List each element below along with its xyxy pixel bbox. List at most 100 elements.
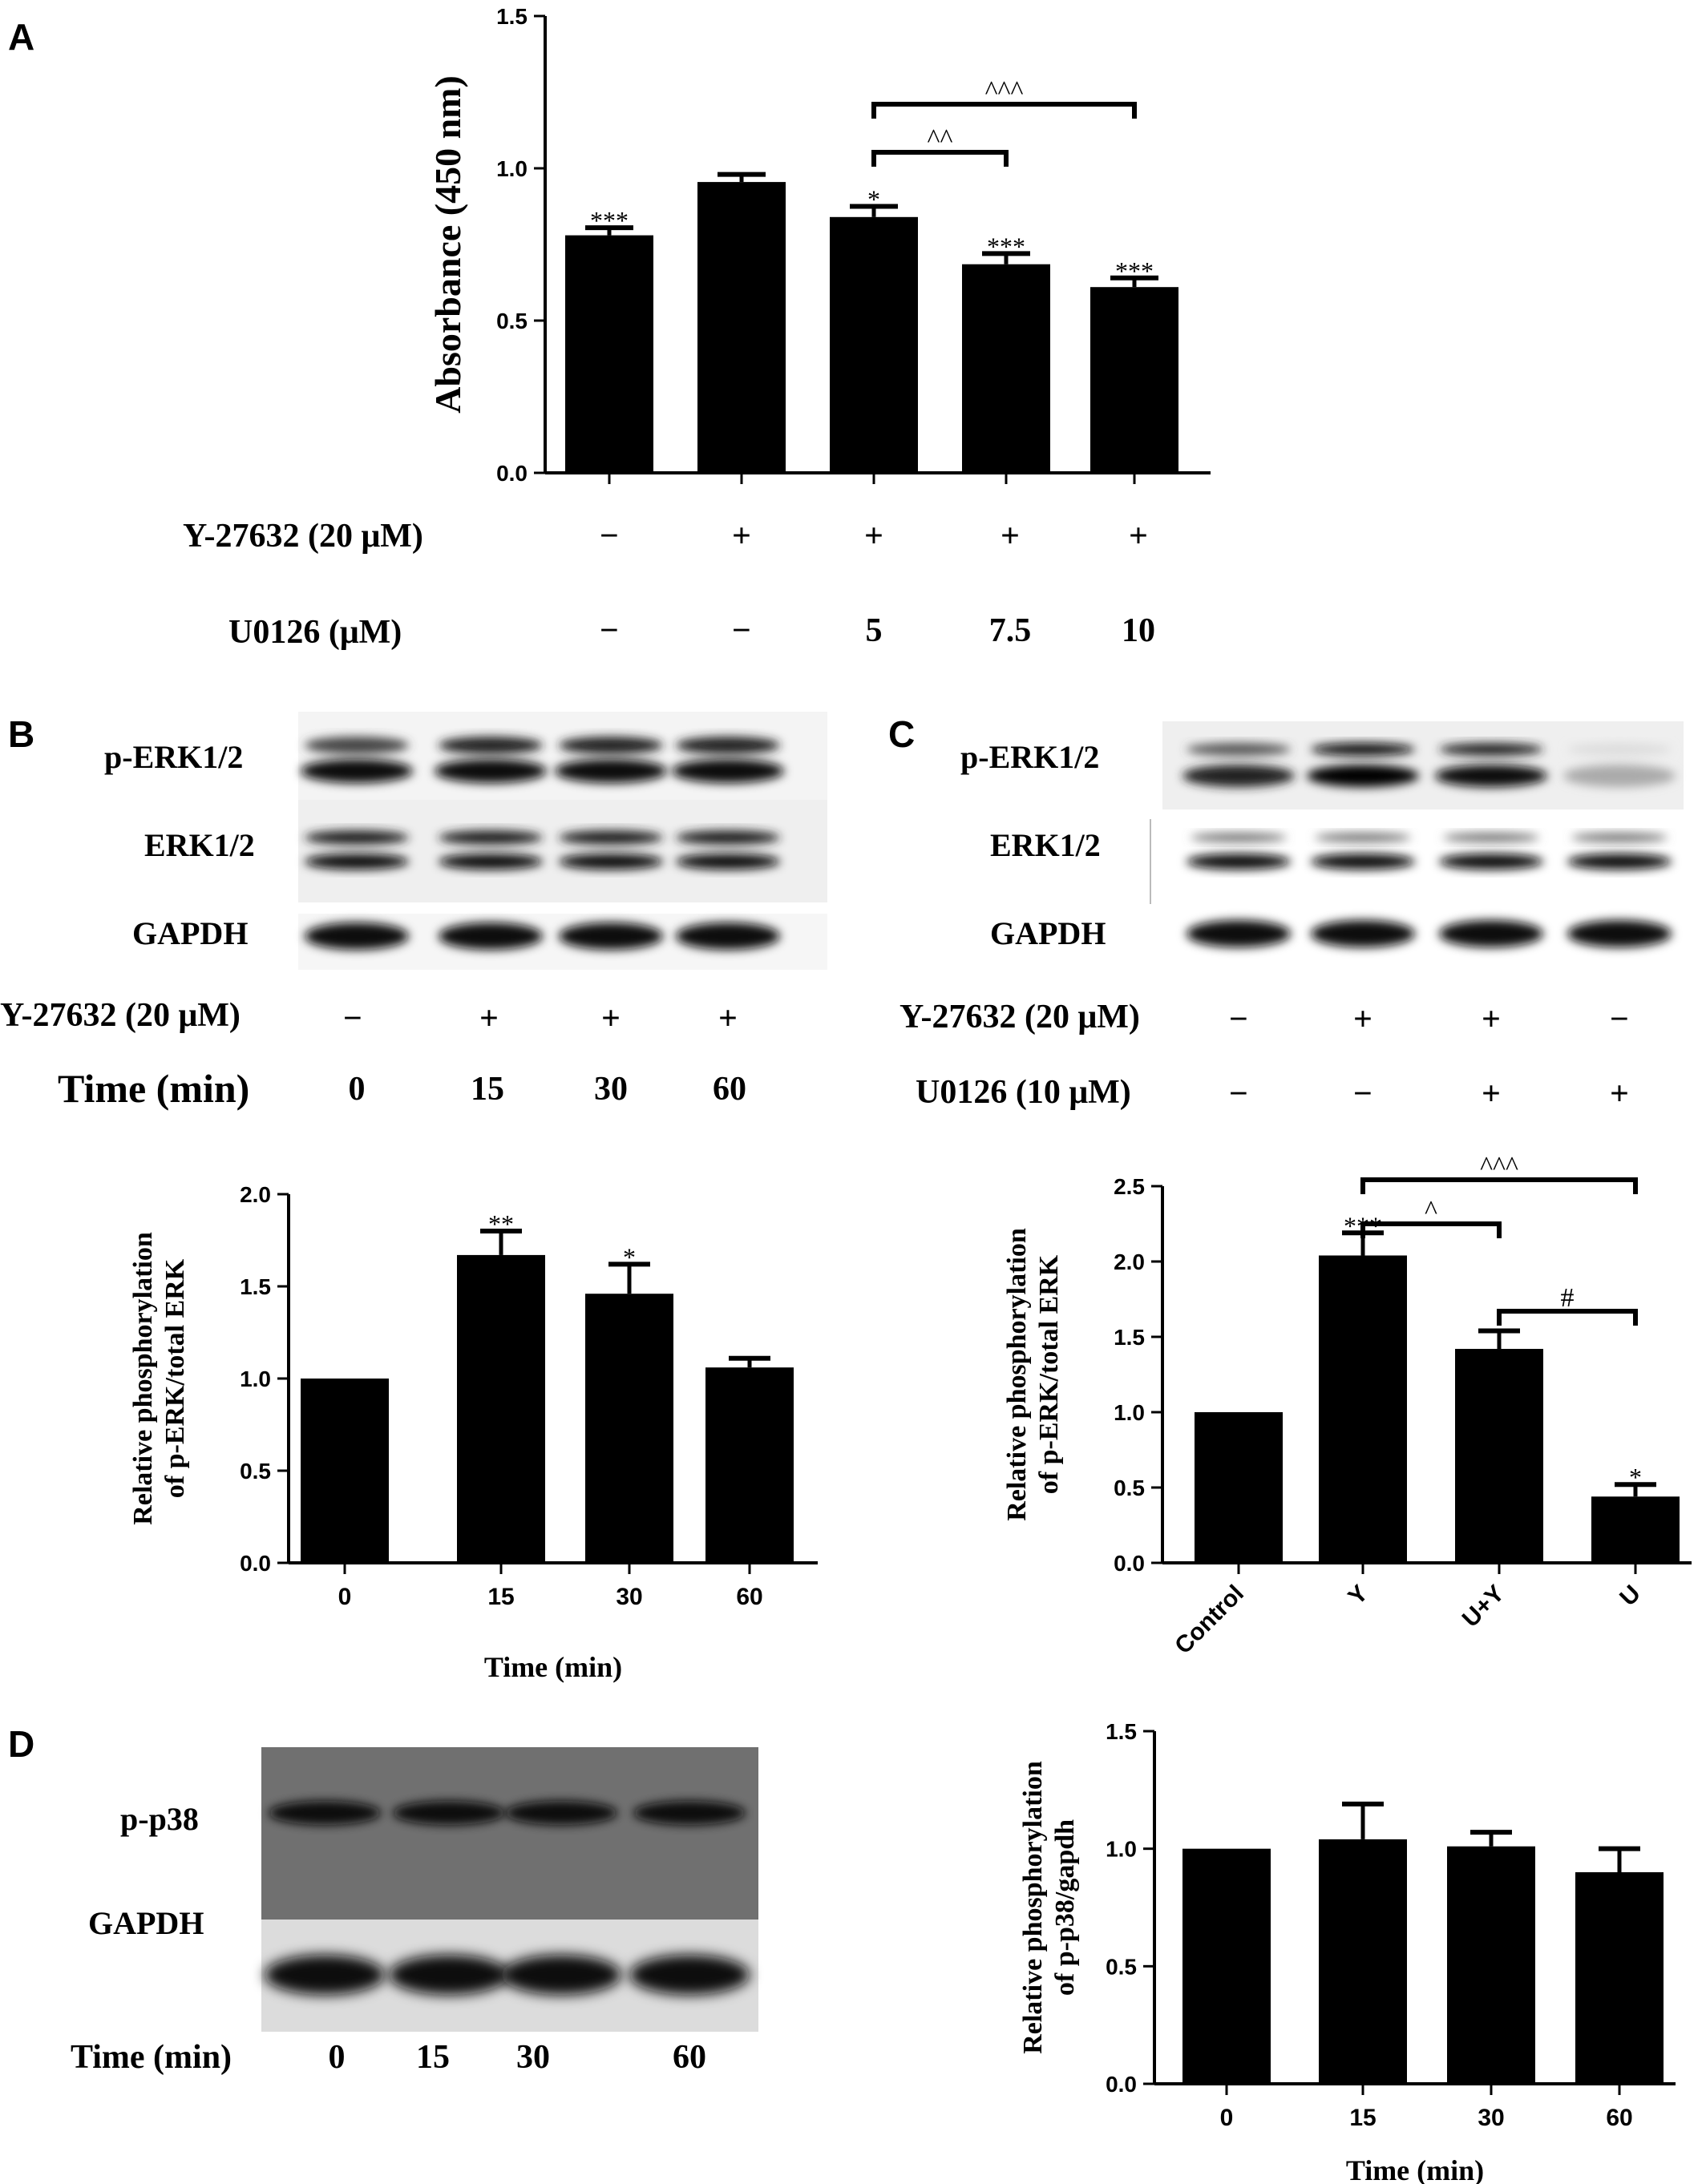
comparison-bracket-c: [1360, 1177, 1638, 1194]
x-axis-label-b: Time (min): [484, 1651, 622, 1683]
y-tick-label-c: 1.0: [1114, 1400, 1145, 1425]
condition-label-y27632-b: Y-27632 (20 μM): [0, 997, 241, 1034]
significance-label-b: *: [623, 1242, 636, 1271]
blot-band: [1311, 920, 1415, 947]
y-tick-label-d: 1.5: [1106, 1719, 1137, 1744]
y-tick-label-c: 2.5: [1114, 1174, 1145, 1199]
blot-band: [676, 737, 780, 754]
blot-band: [559, 922, 663, 950]
condition-label-u0126: U0126 (μM): [228, 614, 402, 651]
y-axis-label-line: of p-ERK/total ERK: [160, 1258, 190, 1498]
condition-value: 60: [713, 1071, 746, 1108]
blot-band: [1182, 765, 1295, 787]
y-tick-label-c: 1.5: [1114, 1325, 1145, 1350]
panel-d-blots: p-p38 GAPDH Time (min) 0 15 30 60: [71, 1747, 758, 2076]
blot-band: [439, 854, 543, 870]
blot-band: [559, 830, 663, 845]
y-tick-label-b: 0.5: [240, 1459, 271, 1484]
x-tick-label-b: 30: [616, 1584, 642, 1610]
blot-strip-erk: [298, 800, 827, 902]
condition-value: 30: [516, 2039, 550, 2076]
bar-d: [1575, 1872, 1664, 2084]
blot-strip-p-erk: [298, 712, 827, 800]
blot-label-p-erk-c: p-ERK1/2: [960, 739, 1099, 775]
bar-d: [1447, 1846, 1535, 2084]
y-tick-label-d: 0.0: [1106, 2072, 1137, 2097]
blot-band: [439, 737, 543, 754]
blot-band: [1443, 833, 1539, 842]
panel-b-blots: p-ERK1/2 ERK1/2 GAPDH Y-27632 (20 μM) Ti…: [0, 712, 827, 1111]
blot-band: [1439, 920, 1543, 947]
x-axis-label-d: Time (min): [1346, 2154, 1484, 2184]
chart-b: 0.0 0.5 1.0 1.5 2.0 Relative phosphorylationo…: [128, 1182, 818, 1683]
blot-band: [305, 854, 409, 870]
bar-a: [697, 182, 786, 473]
comparison-bracket-c: [1497, 1309, 1638, 1326]
condition-value: +: [479, 1000, 499, 1037]
bar-c: [1319, 1255, 1407, 1563]
blot-band: [1187, 854, 1291, 870]
blot-band: [301, 759, 413, 783]
y-tick-label-a: 0.0: [496, 461, 528, 486]
y-axis-label-c: Relative phosphorylationof p-ERK/total E…: [1002, 1228, 1064, 1521]
bracket-label-a: ^^^: [985, 76, 1024, 106]
bracket-label-a: ^^: [928, 124, 953, 154]
blot-band: [439, 922, 543, 950]
x-tick-label-b: 0: [338, 1584, 352, 1610]
bar-c: [1455, 1349, 1543, 1563]
x-tick-label-c: Y: [1343, 1580, 1372, 1610]
comparison-bracket-a: [871, 102, 1137, 119]
condition-value: −: [1610, 1001, 1629, 1038]
blot-band: [439, 830, 543, 845]
chart-d: 0.0 0.5 1.0 1.5 Relative phosphorylationof p…: [1018, 1719, 1676, 2184]
blot-band: [1571, 833, 1668, 842]
blot-band: [265, 1955, 385, 1995]
x-tick-label-d: 60: [1606, 2105, 1632, 2131]
significance-label-a: ***: [1115, 256, 1154, 285]
blot-label-erk-c: ERK1/2: [990, 827, 1101, 863]
condition-value: 10: [1122, 612, 1155, 649]
blot-label-p-erk: p-ERK1/2: [104, 739, 243, 775]
condition-value: 15: [471, 1071, 504, 1108]
bar-a: [962, 264, 1050, 473]
condition-value: −: [1353, 1076, 1372, 1112]
x-tick-label-b: 60: [736, 1584, 762, 1610]
bar-a: [1090, 287, 1178, 473]
blot-label-gapdh: GAPDH: [132, 915, 248, 951]
significance-label-a: ***: [590, 206, 629, 235]
x-tick-label-d: 0: [1220, 2105, 1234, 2131]
condition-value: 5: [866, 612, 883, 649]
condition-value: 7.5: [989, 612, 1032, 649]
panel-c-blots: p-ERK1/2 ERK1/2 GAPDH Y-27632 (20 μM) U0…: [899, 721, 1684, 1112]
y-tick-label-b: 2.0: [240, 1182, 271, 1207]
y-axis-label-line: of p-ERK/total ERK: [1034, 1254, 1064, 1494]
y-axis-label-line: Relative phosphorylation: [1018, 1761, 1048, 2054]
condition-value: 30: [594, 1071, 628, 1108]
bracket-label-c: #: [1561, 1283, 1575, 1313]
blot-band: [676, 922, 780, 950]
blot-band: [555, 759, 667, 783]
blot-band: [1435, 765, 1547, 787]
condition-value: 60: [673, 2039, 706, 2076]
condition-label-time-b: Time (min): [58, 1066, 249, 1111]
x-tick-label-b: 15: [487, 1584, 514, 1610]
blot-band: [676, 854, 780, 870]
y-tick-label-b: 1.5: [240, 1274, 271, 1299]
blot-band: [501, 1955, 621, 1995]
y-tick-label-a: 0.5: [496, 309, 528, 333]
bracket-label-c: ^: [1425, 1196, 1437, 1225]
x-tick-label-c: U+Y: [1457, 1580, 1510, 1633]
significance-label-a: ***: [987, 232, 1025, 260]
blot-band: [1563, 765, 1676, 787]
condition-value: 0: [329, 2039, 346, 2076]
bar-b: [585, 1294, 673, 1563]
panel-letter-b: B: [8, 713, 34, 755]
condition-value: −: [1229, 1076, 1248, 1112]
comparison-bracket-c: [1360, 1221, 1502, 1238]
blot-band: [305, 737, 409, 754]
blot-band: [1311, 743, 1415, 756]
blot-label-gapdh-c: GAPDH: [990, 915, 1106, 951]
y-axis-label-d: Relative phosphorylationof p-p38/gapdh: [1018, 1761, 1080, 2054]
